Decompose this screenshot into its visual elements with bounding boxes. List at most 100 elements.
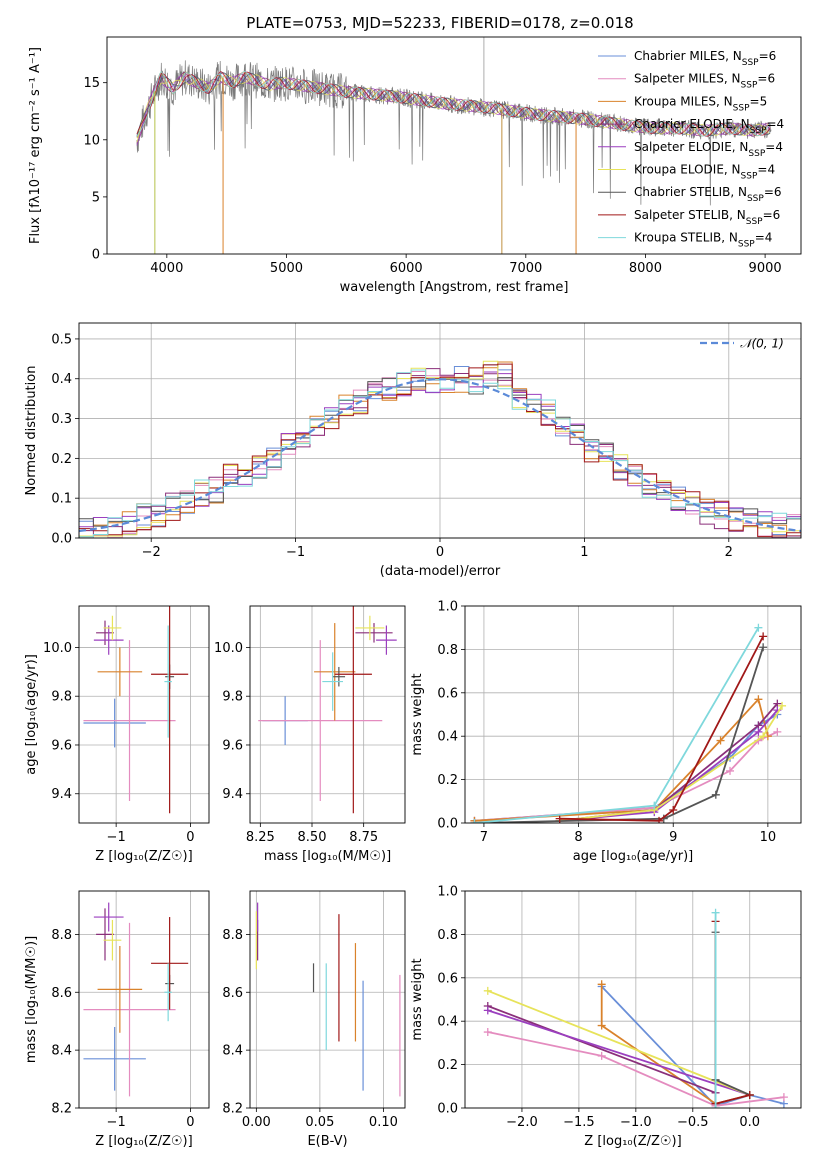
x-tick-label: 8 bbox=[574, 830, 582, 845]
y-tick-label: 15 bbox=[83, 76, 100, 91]
y-tick-label: 0.3 bbox=[51, 412, 72, 427]
legend-label: Salpeter STELIB, NSSP=6 bbox=[634, 208, 780, 227]
plus-marker bbox=[711, 790, 720, 799]
y-tick-label: 9.8 bbox=[51, 690, 72, 705]
x-tick-label: 0.10 bbox=[369, 1115, 398, 1130]
x-tick-label: −0.5 bbox=[677, 1115, 709, 1130]
weight-line-4 bbox=[559, 709, 778, 822]
plus-marker bbox=[773, 727, 782, 736]
y-tick-label: 9.6 bbox=[51, 738, 72, 753]
x-tick-label: 9000 bbox=[749, 261, 782, 276]
y-axis-label: mass weight bbox=[410, 673, 425, 755]
y-tick-label: 5 bbox=[92, 190, 100, 205]
y-tick-label: 9.8 bbox=[222, 690, 243, 705]
weight-line-5 bbox=[487, 989, 751, 1096]
y-tick-label: 0.6 bbox=[437, 686, 458, 701]
legend-label: Kroupa ELODIE, NSSP=4 bbox=[634, 163, 775, 182]
legend-label: Kroupa MILES, NSSP=5 bbox=[634, 94, 767, 113]
model-line-7 bbox=[136, 71, 771, 137]
plus-marker bbox=[711, 908, 720, 917]
x-tick-label: −1.0 bbox=[620, 1115, 652, 1130]
legend-label: Chabrier MILES, NSSP=6 bbox=[634, 49, 776, 68]
x-tick-label: −2.0 bbox=[506, 1115, 538, 1130]
x-tick-label: 8.75 bbox=[349, 830, 378, 845]
x-tick-label: −1 bbox=[286, 545, 305, 560]
y-tick-label: 10 bbox=[83, 133, 100, 148]
y-tick-label: 0.8 bbox=[437, 928, 458, 943]
y-tick-label: 8.2 bbox=[222, 1102, 243, 1117]
plus-marker bbox=[597, 1021, 606, 1030]
plus-marker bbox=[754, 695, 763, 704]
weight-line-3 bbox=[559, 703, 778, 822]
x-tick-label: 0.0 bbox=[739, 1115, 760, 1130]
y-tick-label: 0.4 bbox=[51, 372, 72, 387]
plus-marker bbox=[470, 819, 479, 823]
histogram-legend: 𝒩(0, 1) bbox=[700, 337, 784, 351]
y-tick-label: 0 bbox=[92, 248, 100, 263]
x-tick-label: 7 bbox=[480, 830, 488, 845]
panel-7: −2.0 −1.5 −1.0 −0.5 0.0 0.0 0.2 0.4 0.6 0.8 1.0 Z [… bbox=[410, 885, 801, 1149]
x-tick-label: −1 bbox=[107, 1115, 126, 1130]
y-tick-label: 8.4 bbox=[51, 1044, 72, 1059]
plus-marker bbox=[655, 816, 664, 823]
y-tick-label: 8.4 bbox=[222, 1044, 243, 1059]
y-tick-label: 0.8 bbox=[437, 643, 458, 658]
x-axis-label: Z [log₁₀(Z/Z☉)] bbox=[95, 1134, 192, 1149]
x-axis-label: Z [log₁₀(Z/Z☉)] bbox=[584, 1134, 681, 1149]
errorbars-3 bbox=[258, 606, 397, 814]
plus-marker bbox=[711, 1104, 720, 1108]
plus-marker bbox=[745, 1090, 754, 1099]
plus-marker bbox=[597, 980, 606, 989]
panel-2: −1 0 9.4 9.6 9.8 10.0 Z [log₁₀(Z/Z☉)] age [log₁… bbox=[24, 606, 209, 864]
y-axis-label: mass [log₁₀(M/M☉)] bbox=[24, 936, 39, 1063]
x-tick-label: 8000 bbox=[629, 261, 662, 276]
axes-frame bbox=[464, 890, 802, 1109]
errorbars-2 bbox=[83, 606, 189, 814]
plus-marker bbox=[483, 986, 492, 995]
plus-marker bbox=[669, 805, 678, 814]
plus-marker bbox=[754, 623, 763, 632]
weight-line-1 bbox=[487, 1031, 785, 1107]
histogram-5 bbox=[79, 360, 801, 537]
legend-label: Chabrier STELIB, NSSP=6 bbox=[634, 185, 782, 204]
normal-curve-line bbox=[79, 378, 801, 533]
x-tick-label: 4000 bbox=[150, 261, 183, 276]
y-tick-label: 0.2 bbox=[437, 773, 458, 788]
spectrum-lines bbox=[136, 37, 772, 254]
y-tick-label: 0.5 bbox=[51, 332, 72, 347]
model-line-3 bbox=[136, 71, 771, 144]
weight-line-3 bbox=[487, 1005, 716, 1094]
x-axis-label: age [log₁₀(age/yr)] bbox=[573, 849, 694, 864]
y-tick-label: 0.4 bbox=[437, 730, 458, 745]
x-tick-label: 9 bbox=[669, 830, 677, 845]
x-tick-label: −1.5 bbox=[563, 1115, 595, 1130]
y-axis-label: Normed distribution bbox=[24, 366, 39, 496]
y-tick-label: 0.2 bbox=[51, 452, 72, 467]
x-tick-label: 10 bbox=[760, 830, 777, 845]
weight-lines-4 bbox=[470, 623, 787, 823]
legend-label: Salpeter MILES, NSSP=6 bbox=[634, 72, 775, 91]
y-tick-label: 9.4 bbox=[222, 787, 243, 802]
model-line-6 bbox=[136, 72, 771, 137]
y-tick-label: 0.0 bbox=[437, 817, 458, 832]
y-tick-label: 0.0 bbox=[437, 1102, 458, 1117]
model-line-4 bbox=[136, 75, 771, 146]
weight-line-6 bbox=[714, 932, 751, 1096]
panel-1: −2 −1 0 1 2 0.0 0.1 0.2 0.3 0.4 0.5 (data-model)/er… bbox=[24, 323, 801, 579]
x-axis-label: mass [log₁₀(M/M☉)] bbox=[264, 849, 391, 864]
x-tick-label: 0 bbox=[186, 1115, 194, 1130]
y-tick-label: 9.6 bbox=[222, 738, 243, 753]
y-tick-label: 0.1 bbox=[51, 492, 72, 507]
legend-label: Kroupa STELIB, NSSP=4 bbox=[634, 231, 772, 250]
axes-frame bbox=[106, 36, 802, 255]
y-tick-label: 0.4 bbox=[437, 1015, 458, 1030]
y-tick-label: 8.2 bbox=[51, 1102, 72, 1117]
weight-line-2 bbox=[474, 697, 769, 822]
x-tick-label: 6000 bbox=[390, 261, 423, 276]
x-axis-label: wavelength [Angstrom, rest frame] bbox=[340, 280, 569, 295]
model-line-5 bbox=[136, 74, 771, 143]
y-axis-label: age [log₁₀(age/yr)] bbox=[24, 654, 39, 775]
y-axis-label: Flux [fλ10⁻¹⁷ erg cm⁻² s⁻¹ A⁻¹] bbox=[28, 47, 43, 244]
axes-frame bbox=[78, 890, 210, 1109]
